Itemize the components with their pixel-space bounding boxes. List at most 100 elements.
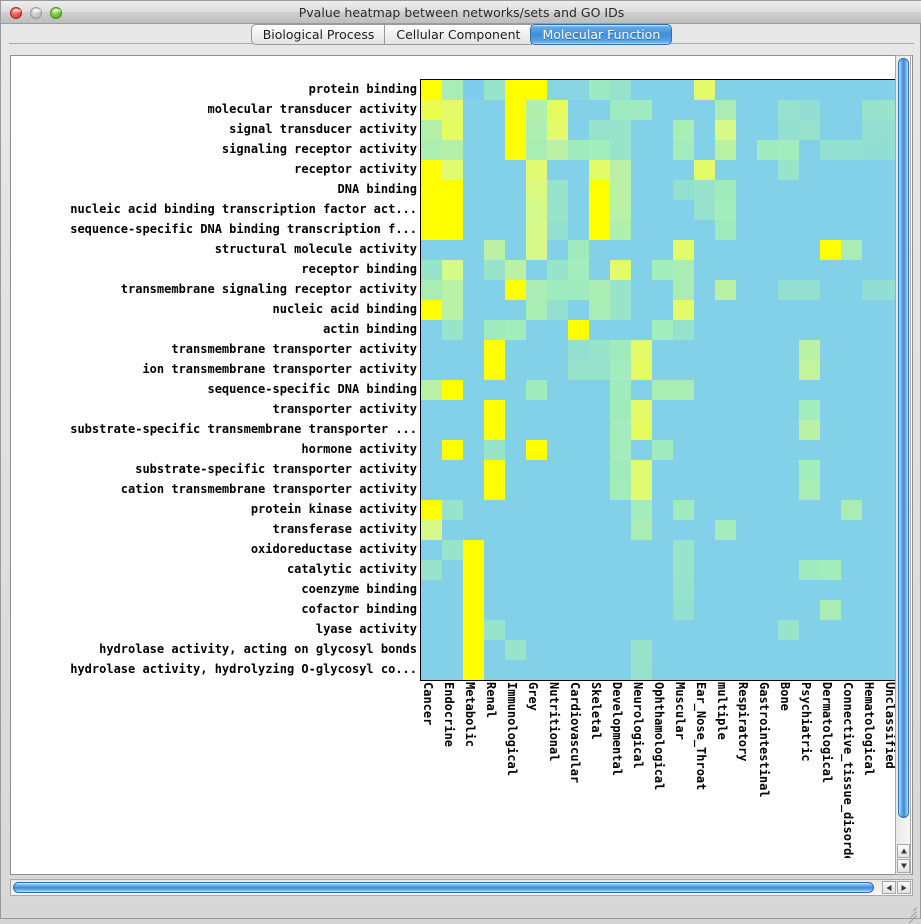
heatmap-cell[interactable] bbox=[694, 380, 715, 400]
heatmap-cell[interactable] bbox=[526, 340, 547, 360]
heatmap-cell[interactable] bbox=[799, 420, 820, 440]
heatmap-cell[interactable] bbox=[568, 520, 589, 540]
heatmap-cell[interactable] bbox=[799, 220, 820, 240]
heatmap-cell[interactable] bbox=[631, 340, 652, 360]
heatmap-cell[interactable] bbox=[631, 580, 652, 600]
heatmap-cell[interactable] bbox=[652, 220, 673, 240]
heatmap-cell[interactable] bbox=[694, 540, 715, 560]
heatmap-cell[interactable] bbox=[463, 80, 484, 100]
heatmap-cell[interactable] bbox=[799, 360, 820, 380]
heatmap-cell[interactable] bbox=[841, 400, 862, 420]
heatmap-cell[interactable] bbox=[799, 340, 820, 360]
heatmap-cell[interactable] bbox=[820, 300, 841, 320]
horizontal-scrollbar-thumb[interactable] bbox=[13, 882, 874, 893]
heatmap-cell[interactable] bbox=[484, 600, 505, 620]
heatmap-cell[interactable] bbox=[484, 340, 505, 360]
heatmap-cell[interactable] bbox=[820, 560, 841, 580]
heatmap-cell[interactable] bbox=[484, 100, 505, 120]
heatmap-cell[interactable] bbox=[841, 140, 862, 160]
heatmap-cell[interactable] bbox=[442, 380, 463, 400]
heatmap-cell[interactable] bbox=[568, 640, 589, 660]
heatmap-cell[interactable] bbox=[463, 600, 484, 620]
heatmap-cell[interactable] bbox=[526, 500, 547, 520]
heatmap-cell[interactable] bbox=[568, 620, 589, 640]
heatmap-cell[interactable] bbox=[463, 520, 484, 540]
heatmap-cell[interactable] bbox=[652, 260, 673, 280]
heatmap-cell[interactable] bbox=[589, 80, 610, 100]
heatmap-cell[interactable] bbox=[778, 500, 799, 520]
heatmap-cell[interactable] bbox=[694, 220, 715, 240]
heatmap-cell[interactable] bbox=[568, 100, 589, 120]
heatmap-cell[interactable] bbox=[799, 620, 820, 640]
heatmap-cell[interactable] bbox=[799, 460, 820, 480]
heatmap-cell[interactable] bbox=[505, 240, 526, 260]
heatmap-cell[interactable] bbox=[757, 480, 778, 500]
heatmap-cell[interactable] bbox=[526, 660, 547, 680]
heatmap-cell[interactable] bbox=[568, 220, 589, 240]
heatmap-cell[interactable] bbox=[589, 100, 610, 120]
heatmap-cell[interactable] bbox=[862, 520, 883, 540]
heatmap-cell[interactable] bbox=[694, 100, 715, 120]
heatmap-cell[interactable] bbox=[673, 120, 694, 140]
heatmap-cell[interactable] bbox=[883, 180, 895, 200]
heatmap-cell[interactable] bbox=[631, 540, 652, 560]
heatmap-cell[interactable] bbox=[694, 80, 715, 100]
heatmap-cell[interactable] bbox=[652, 580, 673, 600]
heatmap-cell[interactable] bbox=[484, 220, 505, 240]
heatmap-cell[interactable] bbox=[673, 360, 694, 380]
heatmap-cell[interactable] bbox=[484, 360, 505, 380]
heatmap-cell[interactable] bbox=[862, 320, 883, 340]
heatmap-cell[interactable] bbox=[589, 180, 610, 200]
heatmap-cell[interactable] bbox=[442, 200, 463, 220]
heatmap-cell[interactable] bbox=[568, 360, 589, 380]
heatmap-cell[interactable] bbox=[820, 520, 841, 540]
heatmap-cell[interactable] bbox=[736, 200, 757, 220]
heatmap-cell[interactable] bbox=[505, 580, 526, 600]
heatmap-cell[interactable] bbox=[715, 640, 736, 660]
heatmap-cell[interactable] bbox=[799, 540, 820, 560]
heatmap-cell[interactable] bbox=[547, 600, 568, 620]
heatmap-cell[interactable] bbox=[778, 380, 799, 400]
heatmap-cell[interactable] bbox=[841, 80, 862, 100]
resize-grip[interactable] bbox=[903, 902, 917, 924]
heatmap-cell[interactable] bbox=[862, 400, 883, 420]
heatmap-cell[interactable] bbox=[421, 340, 442, 360]
heatmap-cell[interactable] bbox=[715, 280, 736, 300]
heatmap-cell[interactable] bbox=[694, 440, 715, 460]
heatmap-cell[interactable] bbox=[694, 260, 715, 280]
heatmap-cell[interactable] bbox=[652, 480, 673, 500]
heatmap-cell[interactable] bbox=[862, 340, 883, 360]
heatmap-cell[interactable] bbox=[883, 480, 895, 500]
heatmap-cell[interactable] bbox=[883, 380, 895, 400]
close-button[interactable] bbox=[10, 7, 22, 19]
heatmap-cell[interactable] bbox=[841, 600, 862, 620]
heatmap-cell[interactable] bbox=[715, 580, 736, 600]
heatmap-cell[interactable] bbox=[694, 520, 715, 540]
heatmap-cell[interactable] bbox=[841, 120, 862, 140]
heatmap-cell[interactable] bbox=[673, 520, 694, 540]
heatmap-cell[interactable] bbox=[463, 180, 484, 200]
heatmap-cell[interactable] bbox=[589, 160, 610, 180]
heatmap-cell[interactable] bbox=[631, 620, 652, 640]
heatmap-cell[interactable] bbox=[568, 320, 589, 340]
heatmap-cell[interactable] bbox=[673, 600, 694, 620]
heatmap-cell[interactable] bbox=[736, 420, 757, 440]
heatmap-cell[interactable] bbox=[862, 580, 883, 600]
heatmap-cell[interactable] bbox=[526, 220, 547, 240]
heatmap-cell[interactable] bbox=[778, 240, 799, 260]
heatmap-cell[interactable] bbox=[841, 240, 862, 260]
heatmap-cell[interactable] bbox=[799, 300, 820, 320]
scroll-up-button[interactable] bbox=[897, 844, 910, 858]
heatmap-cell[interactable] bbox=[694, 460, 715, 480]
heatmap-cell[interactable] bbox=[673, 580, 694, 600]
heatmap-cell[interactable] bbox=[442, 640, 463, 660]
heatmap-cell[interactable] bbox=[505, 480, 526, 500]
heatmap-cell[interactable] bbox=[820, 280, 841, 300]
scroll-left-button[interactable] bbox=[882, 881, 896, 894]
heatmap-cell[interactable] bbox=[463, 160, 484, 180]
heatmap-cell[interactable] bbox=[778, 660, 799, 680]
heatmap-cell[interactable] bbox=[631, 80, 652, 100]
heatmap-cell[interactable] bbox=[652, 100, 673, 120]
heatmap-cell[interactable] bbox=[568, 500, 589, 520]
heatmap-cell[interactable] bbox=[463, 280, 484, 300]
